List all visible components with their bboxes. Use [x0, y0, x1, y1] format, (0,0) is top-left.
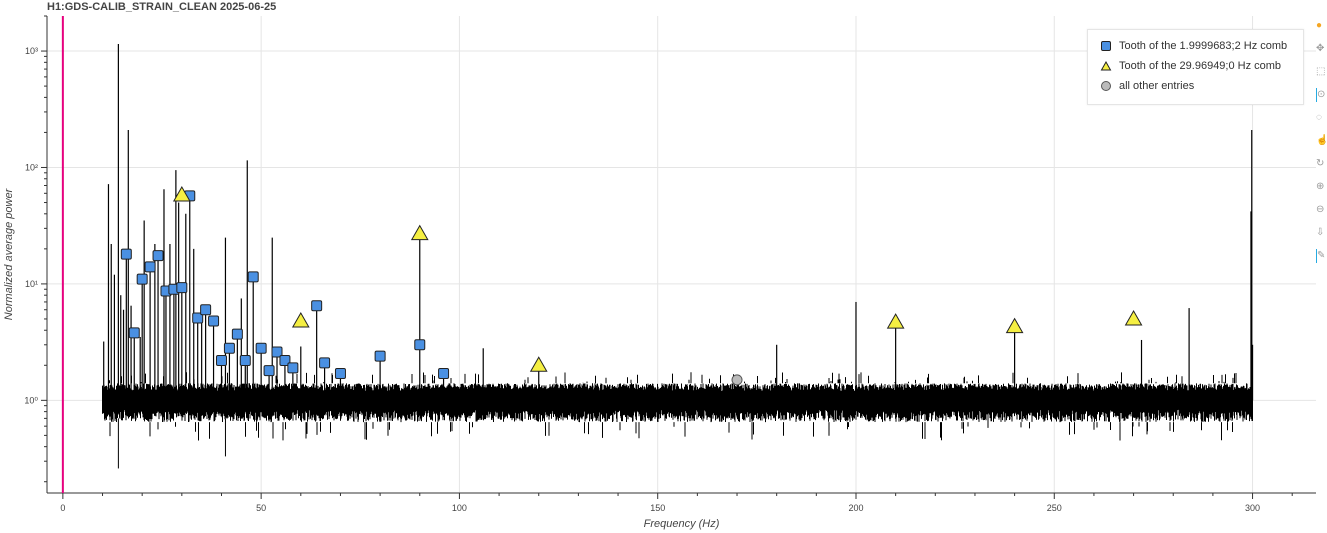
- legend-swatch-square: [1101, 41, 1111, 51]
- legend-swatch-triangle: [1100, 60, 1112, 71]
- comb-2hz-marker: [334, 368, 346, 380]
- comb-30hz-marker: [1005, 317, 1024, 334]
- comb-2hz-marker: [239, 354, 251, 366]
- comb-2hz-marker: [247, 271, 259, 283]
- comb-2hz-marker: [255, 342, 267, 354]
- comb-markers: [120, 186, 1143, 386]
- comb-2hz-marker: [374, 350, 386, 362]
- comb-2hz-marker: [192, 312, 204, 324]
- comb-30hz-marker: [529, 356, 548, 372]
- comb-30hz-marker: [172, 186, 191, 202]
- pan-icon[interactable]: ✥: [1316, 43, 1325, 54]
- x-tick-label: 100: [452, 503, 467, 513]
- wheel-zoom-icon[interactable]: ⊙: [1316, 88, 1327, 102]
- comb-2hz-marker: [271, 346, 283, 358]
- x-axis-label: Frequency (Hz): [644, 518, 720, 530]
- x-tick-label: 150: [650, 503, 665, 513]
- axes: 0 50 100 150 200 250 300 10⁰ 10¹ 10² 10³: [24, 15, 1316, 513]
- chart-title: H1:GDS-CALIB_STRAIN_CLEAN 2025-06-25: [47, 1, 277, 13]
- comb-2hz-marker: [128, 327, 140, 339]
- legend-label: Tooth of the 29.96949;0 Hz comb: [1119, 60, 1282, 72]
- box-zoom-icon[interactable]: ⬚: [1316, 66, 1326, 77]
- lasso-icon[interactable]: ◌: [1316, 112, 1322, 123]
- legend-item[interactable]: all other entries: [1100, 78, 1194, 94]
- x-tick-label: 300: [1245, 503, 1260, 513]
- hover-icon[interactable]: ✎: [1316, 249, 1327, 263]
- y-tick-label: 10¹: [25, 279, 38, 289]
- comb-2hz-marker: [223, 342, 235, 354]
- comb-30hz-marker: [410, 224, 429, 241]
- y-axis-label: Normalized average power: [3, 187, 15, 320]
- comb-2hz-marker: [279, 354, 291, 366]
- comb-2hz-marker: [215, 354, 227, 366]
- comb-2hz-marker: [136, 273, 148, 285]
- tap-icon[interactable]: ☝: [1316, 135, 1327, 146]
- legend-item[interactable]: Tooth of the 29.96949;0 Hz comb: [1100, 58, 1281, 74]
- comb-2hz-marker: [200, 304, 212, 316]
- comb-2hz-marker: [176, 282, 188, 294]
- comb-30hz-marker: [291, 312, 310, 328]
- comb-2hz-marker: [231, 328, 243, 340]
- x-tick-label: 200: [848, 503, 863, 513]
- legend-label: all other entries: [1119, 80, 1195, 92]
- zoom-out-icon[interactable]: ⊖: [1316, 204, 1325, 215]
- y-tick-label: 10⁰: [24, 395, 38, 405]
- x-tick-label: 250: [1047, 503, 1062, 513]
- toolbar: ● ✥ ⬚ ⊙ ◌ ☝ ↻ ⊕ ⊖ ⇩ ✎: [1316, 15, 1327, 295]
- reset-icon[interactable]: ↻: [1316, 158, 1325, 169]
- legend-swatch-circle: [1101, 81, 1111, 91]
- bokeh-logo-icon[interactable]: ●: [1316, 20, 1323, 31]
- comb-30hz-marker: [886, 313, 905, 329]
- other-entry-marker: [731, 374, 743, 386]
- comb-2hz-marker: [120, 248, 132, 260]
- comb-2hz-marker: [414, 339, 426, 351]
- spectrum-line: [61, 16, 1254, 493]
- zoom-in-icon[interactable]: ⊕: [1316, 181, 1325, 192]
- comb-2hz-marker: [311, 300, 323, 312]
- comb-2hz-marker: [438, 368, 450, 380]
- comb-2hz-marker: [208, 315, 220, 327]
- legend-label: Tooth of the 1.9999683;2 Hz comb: [1119, 40, 1288, 52]
- noise-band: [102, 372, 1253, 441]
- save-icon[interactable]: ⇩: [1316, 227, 1325, 238]
- legend-item[interactable]: Tooth of the 1.9999683;2 Hz comb: [1100, 38, 1287, 54]
- comb-2hz-marker: [263, 365, 275, 377]
- comb-2hz-marker: [319, 357, 331, 369]
- x-tick-label: 50: [256, 503, 266, 513]
- comb-30hz-marker: [1124, 309, 1143, 326]
- comb-2hz-marker: [144, 261, 156, 273]
- legend: Tooth of the 1.9999683;2 Hz comb Tooth of…: [1087, 29, 1304, 105]
- comb-2hz-marker: [152, 250, 164, 262]
- x-tick-label: 0: [60, 503, 65, 513]
- y-tick-label: 10³: [25, 46, 38, 56]
- comb-2hz-marker: [287, 362, 299, 374]
- y-tick-label: 10²: [25, 162, 38, 172]
